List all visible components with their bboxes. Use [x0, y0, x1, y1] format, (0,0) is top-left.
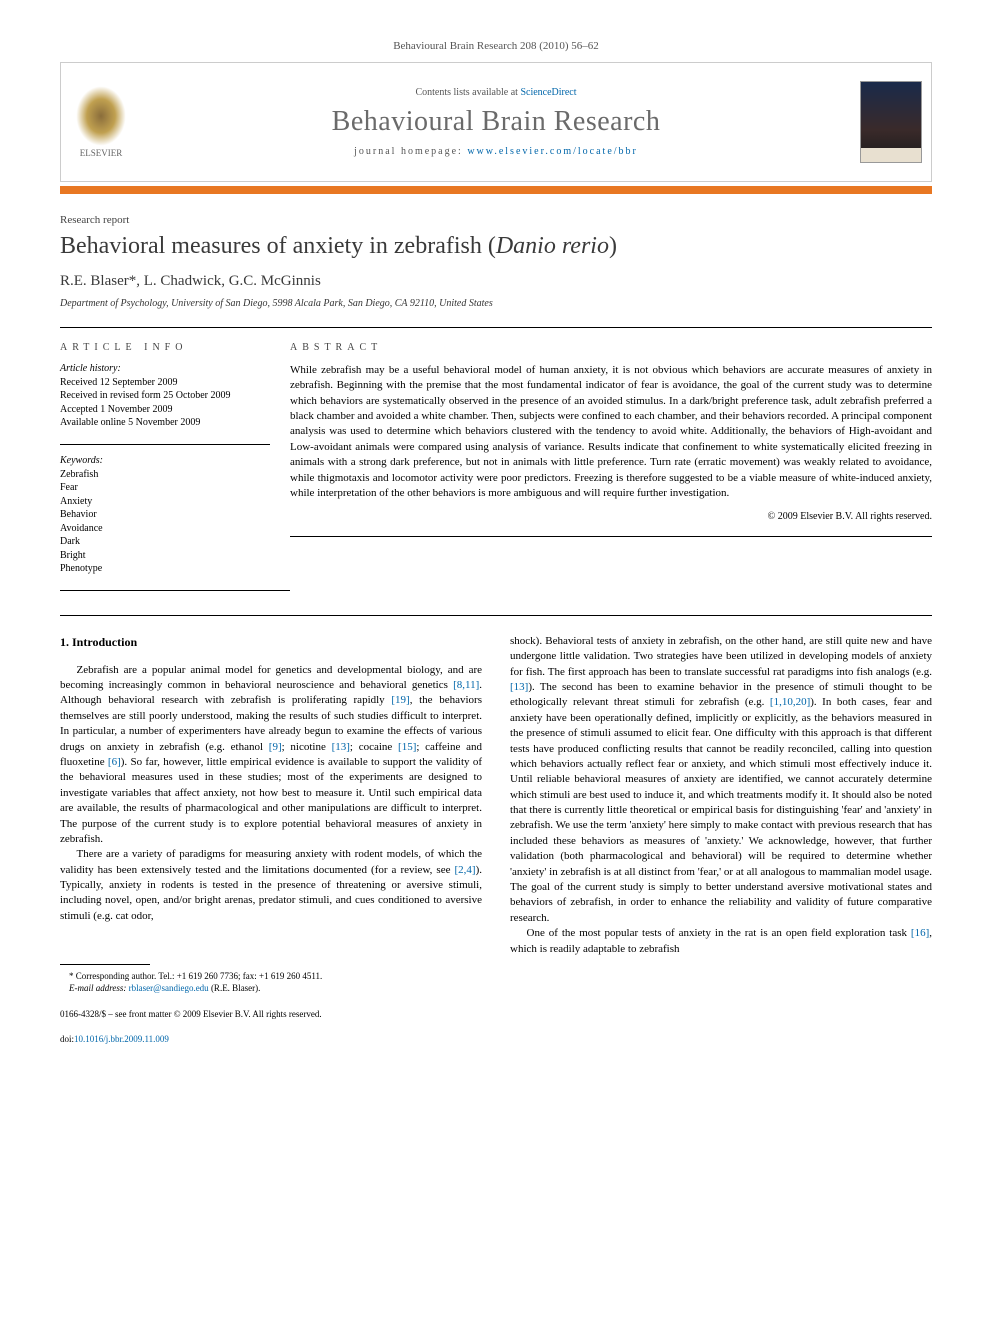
ref-link[interactable]: [16] — [911, 927, 929, 939]
ref-link[interactable]: [8,11] — [453, 679, 479, 691]
affiliation: Department of Psychology, University of … — [60, 298, 932, 309]
keyword: Avoidance — [60, 522, 270, 536]
text: shock). Behavioral tests of anxiety in z… — [510, 635, 932, 678]
text: Zebrafish are a popular animal model for… — [60, 664, 482, 691]
cover-thumbnail — [851, 63, 931, 181]
body-column-left: 1. Introduction Zebrafish are a popular … — [60, 634, 482, 1046]
email-footnote: E-mail address: rblaser@sandiego.edu (R.… — [60, 983, 482, 995]
ref-link[interactable]: [13] — [510, 681, 528, 693]
running-header: Behavioural Brain Research 208 (2010) 56… — [60, 40, 932, 52]
text: One of the most popular tests of anxiety… — [527, 927, 911, 939]
email-link[interactable]: rblaser@sandiego.edu — [129, 983, 209, 993]
paragraph: There are a variety of paradigms for mea… — [60, 847, 482, 924]
article-title: Behavioral measures of anxiety in zebraf… — [60, 232, 932, 261]
history-revised: Received in revised form 25 October 2009 — [60, 389, 270, 403]
orange-divider-bar — [60, 186, 932, 194]
history-accepted: Accepted 1 November 2009 — [60, 403, 270, 417]
keyword: Zebrafish — [60, 468, 270, 482]
header-center: Contents lists available at ScienceDirec… — [141, 63, 851, 181]
elsevier-text: ELSEVIER — [80, 148, 123, 158]
keyword: Bright — [60, 549, 270, 563]
keyword: Fear — [60, 481, 270, 495]
ref-link[interactable]: [1,10,20] — [770, 696, 810, 708]
keyword: Behavior — [60, 508, 270, 522]
title-species: Danio rerio — [496, 233, 609, 259]
footer-doi: doi:10.1016/j.bbr.2009.11.009 — [60, 1034, 482, 1046]
history-label: Article history: — [60, 363, 270, 374]
ref-link[interactable]: [13] — [332, 741, 350, 753]
title-close: ) — [609, 233, 617, 259]
elsevier-logo: ELSEVIER — [61, 63, 141, 181]
text: There are a variety of paradigms for mea… — [60, 848, 482, 875]
text: ; cocaine — [350, 741, 398, 753]
text: ). In both cases, fear and anxiety have … — [510, 696, 932, 923]
keywords-label: Keywords: — [60, 455, 270, 466]
doi-link[interactable]: 10.1016/j.bbr.2009.11.009 — [74, 1034, 169, 1044]
body-section: 1. Introduction Zebrafish are a popular … — [60, 615, 932, 1046]
article-info-column: article info Article history: Received 1… — [60, 327, 290, 576]
ref-link[interactable]: [9] — [269, 741, 282, 753]
footer-copyright: 0166-4328/$ – see front matter © 2009 El… — [60, 1009, 482, 1021]
article-type: Research report — [60, 214, 932, 226]
abstract-label: abstract — [290, 342, 932, 353]
email-suffix: (R.E. Blaser). — [209, 983, 261, 993]
keywords-block: Keywords: Zebrafish Fear Anxiety Behavio… — [60, 444, 270, 576]
history-online: Available online 5 November 2009 — [60, 416, 270, 430]
doi-prefix: doi: — [60, 1034, 74, 1044]
abstract-text: While zebrafish may be a useful behavior… — [290, 363, 932, 502]
intro-heading: 1. Introduction — [60, 634, 482, 651]
meta-section: article info Article history: Received 1… — [60, 327, 932, 591]
article-info-label: article info — [60, 342, 270, 353]
journal-title: Behavioural Brain Research — [141, 106, 851, 138]
history-received: Received 12 September 2009 — [60, 376, 270, 390]
contents-prefix: Contents lists available at — [415, 87, 520, 98]
ref-link[interactable]: [2,4] — [455, 864, 476, 876]
paragraph: One of the most popular tests of anxiety… — [510, 926, 932, 957]
abstract-column: abstract While zebrafish may be a useful… — [290, 327, 932, 538]
body-column-right: shock). Behavioral tests of anxiety in z… — [510, 634, 932, 1046]
email-label: E-mail address: — [69, 983, 129, 993]
paragraph: shock). Behavioral tests of anxiety in z… — [510, 634, 932, 926]
elsevier-tree-icon — [76, 86, 126, 146]
ref-link[interactable]: [15] — [398, 741, 416, 753]
title-text: Behavioral measures of anxiety in zebraf… — [60, 233, 496, 259]
corresponding-author-footnote: * Corresponding author. Tel.: +1 619 260… — [60, 971, 482, 983]
sciencedirect-link[interactable]: ScienceDirect — [520, 87, 576, 98]
keyword: Phenotype — [60, 562, 270, 576]
text: ). So far, however, little empirical evi… — [60, 756, 482, 845]
homepage-link[interactable]: www.elsevier.com/locate/bbr — [467, 146, 638, 157]
contents-line: Contents lists available at ScienceDirec… — [141, 87, 851, 98]
journal-header-box: ELSEVIER Contents lists available at Sci… — [60, 62, 932, 182]
keyword: Anxiety — [60, 495, 270, 509]
homepage-prefix: journal homepage: — [354, 146, 467, 157]
copyright: © 2009 Elsevier B.V. All rights reserved… — [290, 511, 932, 522]
paragraph: Zebrafish are a popular animal model for… — [60, 663, 482, 848]
ref-link[interactable]: [19] — [391, 694, 409, 706]
text: ; nicotine — [282, 741, 332, 753]
ref-link[interactable]: [6] — [108, 756, 121, 768]
homepage-line: journal homepage: www.elsevier.com/locat… — [141, 146, 851, 157]
cover-image — [860, 81, 922, 163]
footnote-separator — [60, 964, 150, 965]
keyword: Dark — [60, 535, 270, 549]
authors: R.E. Blaser*, L. Chadwick, G.C. McGinnis — [60, 273, 932, 290]
